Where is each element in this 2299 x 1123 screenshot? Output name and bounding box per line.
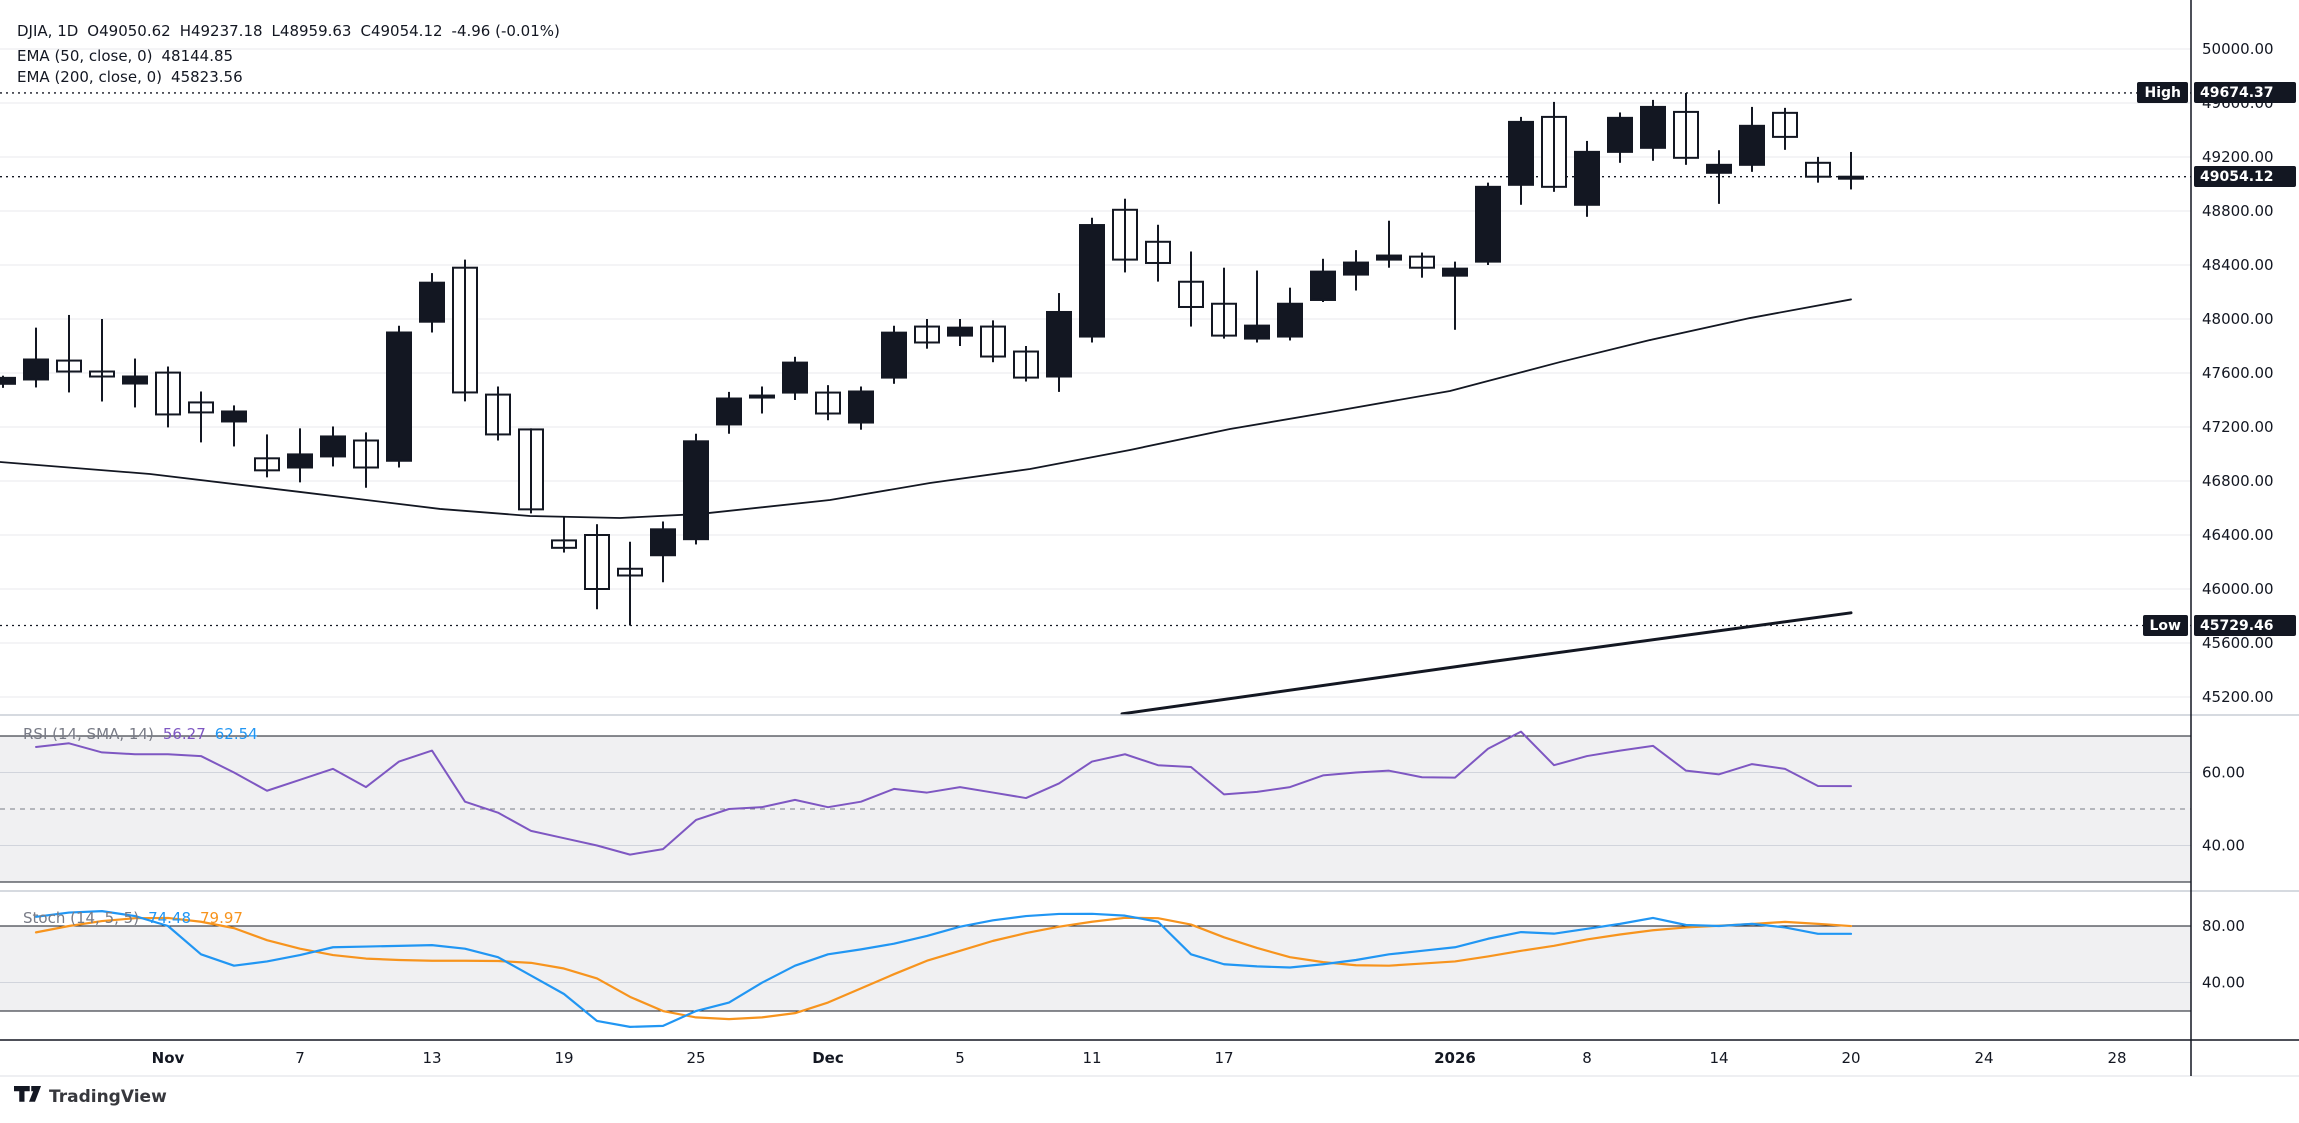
rsi-value: 56.27 [162, 725, 206, 743]
rsi-tick-label: 40.00 [2202, 837, 2245, 855]
rsi-label: RSI (14, SMA, 14) [23, 725, 154, 743]
stoch-legend[interactable]: Stoch (14, 5, 5) 74.48 79.97 [23, 909, 252, 927]
ema50-value: 48144.85 [161, 47, 234, 65]
stoch-k-value: 74.48 [148, 909, 192, 927]
stoch-label: Stoch (14, 5, 5) [23, 909, 140, 927]
stoch-tick-label: 40.00 [2202, 974, 2245, 992]
time-tick-label: 20 [1841, 1049, 1860, 1067]
stoch-band [0, 926, 2191, 1012]
tradingview-logo[interactable]: TradingView [14, 1086, 167, 1107]
time-tick-label: 25 [686, 1049, 705, 1067]
time-tick-label: Dec [812, 1049, 844, 1067]
ohlc-close: C49054.12 [360, 22, 443, 40]
ema200-line[interactable] [1120, 611, 1853, 716]
time-tick-label: 28 [2107, 1049, 2126, 1067]
low-label-badge: Low [2142, 615, 2188, 636]
ema200-legend[interactable]: EMA (200, close, 0) 45823.56 [17, 68, 252, 86]
high-value-badge: 49674.37 [2194, 82, 2296, 103]
time-tick-label: 7 [295, 1049, 305, 1067]
stoch-d-line[interactable] [34, 916, 1853, 1021]
time-tick-label: 5 [955, 1049, 965, 1067]
tradingview-logo-icon [14, 1086, 41, 1102]
change-value: -4.96 (-0.01%) [451, 22, 560, 40]
price-tick-label: 45600.00 [2202, 634, 2274, 652]
price-tick-label: 47600.00 [2202, 364, 2274, 382]
symbol-legend[interactable]: DJIA, 1D O49050.62 H49237.18 L48959.63 C… [17, 22, 569, 40]
stoch-tick-label: 80.00 [2202, 917, 2245, 935]
last-price-badge: 49054.12 [2194, 166, 2296, 187]
ohlc-low: L48959.63 [271, 22, 352, 40]
stoch-k-line[interactable] [34, 910, 1853, 1028]
ema200-value: 45823.56 [171, 68, 243, 86]
price-tick-label: 46000.00 [2202, 580, 2274, 598]
price-tick-label: 50000.00 [2202, 40, 2274, 58]
time-tick-label: 17 [1214, 1049, 1233, 1067]
price-tick-label: 48800.00 [2202, 202, 2274, 220]
price-scale[interactable] [2191, 0, 2299, 1040]
price-tick-label: 45200.00 [2202, 688, 2274, 706]
time-tick-label: 11 [1082, 1049, 1101, 1067]
rsi-legend[interactable]: RSI (14, SMA, 14) 56.27 62.54 [23, 725, 267, 743]
price-tick-label: 48400.00 [2202, 256, 2274, 274]
time-tick-label: 2026 [1434, 1049, 1476, 1067]
time-tick-label: 8 [1582, 1049, 1592, 1067]
low-value-badge: 45729.46 [2194, 615, 2296, 636]
ohlc-open: O49050.62 [87, 22, 171, 40]
ohlc-high: H49237.18 [179, 22, 263, 40]
time-scale[interactable] [0, 1040, 2299, 1076]
ema50-label: EMA (50, close, 0) [17, 47, 153, 65]
tradingview-logo-text: TradingView [49, 1086, 167, 1107]
time-tick-label: 24 [1974, 1049, 1993, 1067]
ema200-label: EMA (200, close, 0) [17, 68, 163, 86]
high-label-badge: High [2137, 82, 2188, 103]
time-tick-label: Nov [152, 1049, 185, 1067]
stoch-d-value: 79.97 [200, 909, 243, 927]
rsi-tick-label: 60.00 [2202, 764, 2245, 782]
price-tick-label: 48000.00 [2202, 310, 2274, 328]
price-tick-label: 46800.00 [2202, 472, 2274, 490]
ema50-line[interactable] [0, 298, 1852, 519]
ema50-legend[interactable]: EMA (50, close, 0) 48144.85 [17, 47, 242, 65]
time-tick-label: 19 [554, 1049, 573, 1067]
time-tick-label: 14 [1709, 1049, 1728, 1067]
price-tick-label: 47200.00 [2202, 418, 2274, 436]
price-tick-label: 49200.00 [2202, 148, 2274, 166]
time-tick-label: 13 [422, 1049, 441, 1067]
rsi-line[interactable] [35, 730, 1852, 856]
symbol-title: DJIA, 1D [17, 22, 79, 40]
rsi-sma-value: 62.54 [214, 725, 258, 743]
candlestick-series[interactable] [0, 105, 1864, 590]
price-tick-label: 46400.00 [2202, 526, 2274, 544]
